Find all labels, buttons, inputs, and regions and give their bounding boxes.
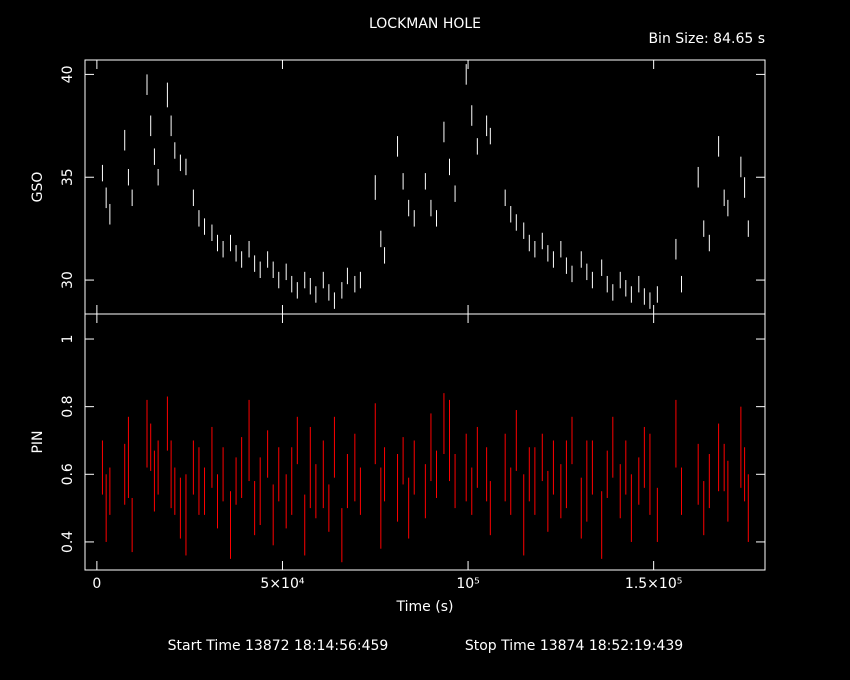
start-time: Start Time 13872 18:14:56:459 xyxy=(168,638,389,654)
y-tick-label: 30 xyxy=(60,271,76,289)
y-axis-label: PIN xyxy=(30,430,46,453)
x-axis-label: Time (s) xyxy=(396,599,454,615)
x-tick-label: 0 xyxy=(92,576,101,592)
y-tick-label: 35 xyxy=(60,168,76,186)
x-tick-label: 1.5×10⁵ xyxy=(625,576,682,592)
y-tick-label: 0.6 xyxy=(60,463,76,485)
y-tick-label: 40 xyxy=(60,65,76,83)
chart-title: LOCKMAN HOLE xyxy=(369,16,481,32)
stop-time: Stop Time 13874 18:52:19:439 xyxy=(465,638,683,654)
y-tick-label: 0.8 xyxy=(60,396,76,418)
plot-frame xyxy=(84,313,766,571)
x-tick-label: 10⁵ xyxy=(456,576,479,592)
bin-size: Bin Size: 84.65 s xyxy=(648,31,765,47)
y-tick-label: 0.4 xyxy=(60,531,76,553)
x-tick-label: 5×10⁴ xyxy=(260,576,304,592)
y-axis-label: GSO xyxy=(30,172,46,203)
y-tick-label: 1 xyxy=(60,335,76,344)
